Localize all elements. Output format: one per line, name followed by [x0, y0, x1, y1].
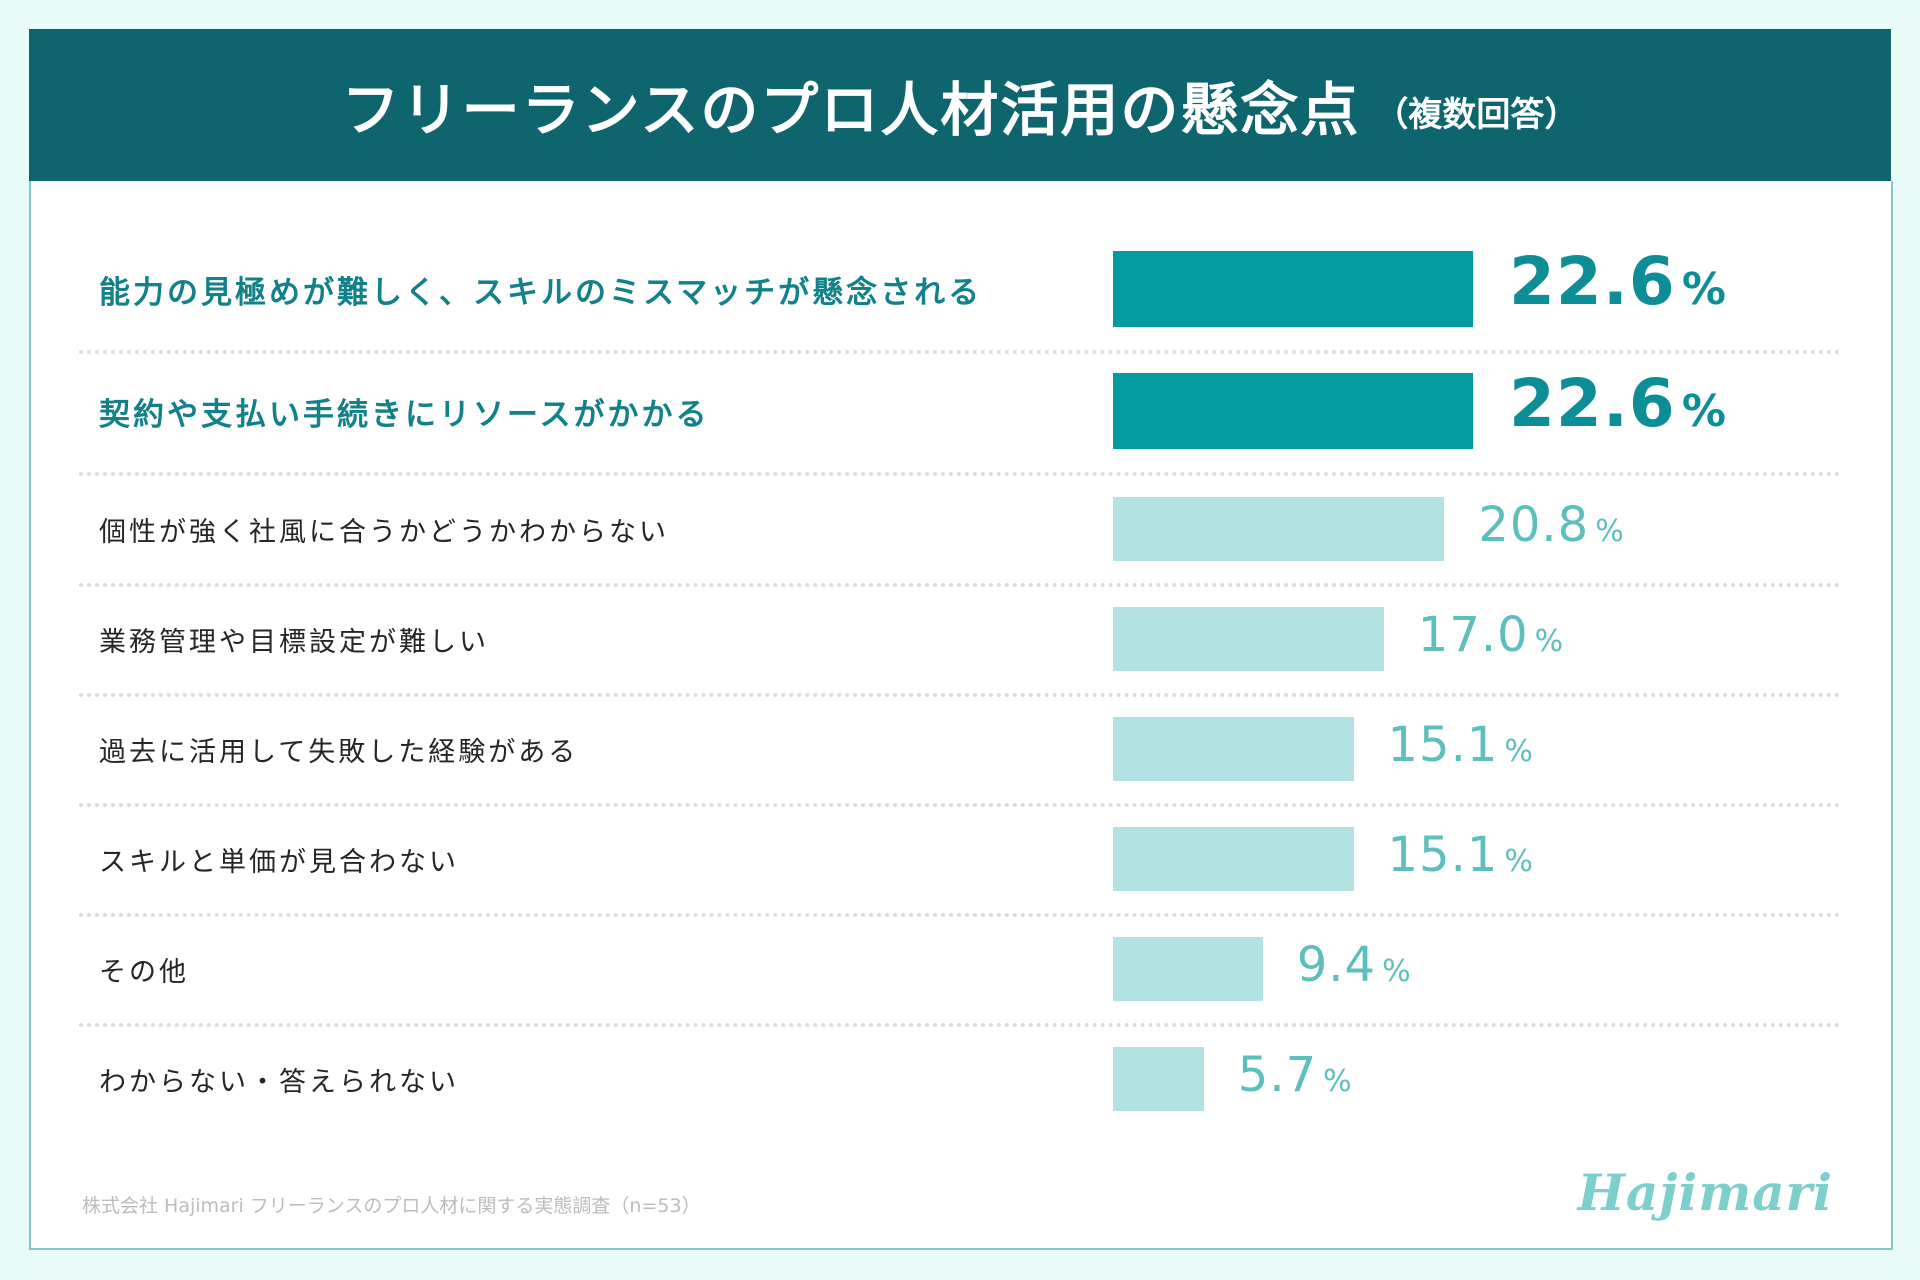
chart-subtitle: （複数回答） — [1374, 94, 1579, 135]
value-unit: % — [1504, 734, 1534, 769]
bar — [1113, 1047, 1204, 1111]
value-number: 20.8 — [1478, 497, 1590, 553]
category-label: 個性が強く社風に合うかどうかわからない — [99, 517, 669, 548]
bar — [1113, 607, 1384, 671]
bar — [1113, 373, 1473, 449]
value-label: 22.6% — [1509, 365, 1727, 442]
category-label: 能力の見極めが難しく、スキルのミスマッチが懸念される — [99, 275, 983, 311]
value-label: 22.6% — [1509, 243, 1727, 320]
value-unit: % — [1595, 514, 1625, 549]
value-unit: % — [1504, 844, 1534, 879]
row-divider — [79, 583, 1841, 587]
row-divider — [79, 693, 1841, 697]
value-label: 20.8% — [1478, 497, 1624, 553]
source-note: 株式会社 Hajimari フリーランスのプロ人材に関する実態調査（n=53） — [82, 1195, 701, 1217]
bar — [1113, 497, 1445, 561]
value-number: 5.7 — [1237, 1047, 1318, 1103]
category-label: その他 — [99, 957, 189, 988]
bar — [1113, 717, 1354, 781]
value-number: 17.0 — [1417, 607, 1529, 663]
value-label: 15.1% — [1388, 717, 1534, 773]
chart-panel: 株式会社 Hajimari フリーランスのプロ人材に関する実態調査（n=53） … — [29, 181, 1893, 1250]
value-label: 17.0% — [1418, 607, 1564, 663]
row-divider — [79, 1023, 1841, 1027]
category-label: 業務管理や目標設定が難しい — [99, 627, 489, 658]
value-label: 9.4% — [1297, 937, 1412, 993]
bar — [1113, 937, 1263, 1001]
row-divider — [79, 472, 1841, 476]
value-unit: % — [1323, 1064, 1353, 1099]
value-label: 15.1% — [1388, 827, 1534, 883]
row-divider — [79, 350, 1841, 354]
title-banner: フリーランスのプロ人材活用の懸念点 （複数回答） — [29, 29, 1891, 181]
chart-title: フリーランスのプロ人材活用の懸念点 — [341, 76, 1361, 144]
value-unit: % — [1681, 264, 1727, 315]
category-label: わからない・答えられない — [99, 1067, 459, 1098]
value-number: 15.1 — [1387, 717, 1499, 773]
row-divider — [79, 913, 1841, 917]
bar — [1113, 251, 1473, 327]
category-label: スキルと単価が見合わない — [99, 847, 459, 878]
value-number: 9.4 — [1296, 937, 1377, 993]
category-label: 契約や支払い手続きにリソースがかかる — [99, 397, 710, 433]
value-number: 15.1 — [1387, 827, 1499, 883]
row-divider — [79, 803, 1841, 807]
bar — [1113, 827, 1354, 891]
hajimari-logo: Hajimari — [1577, 1163, 1833, 1222]
value-number: 22.6 — [1509, 365, 1676, 442]
value-number: 22.6 — [1509, 243, 1676, 320]
value-unit: % — [1534, 624, 1565, 659]
category-label: 過去に活用して失敗した経験がある — [99, 737, 579, 768]
value-unit: % — [1681, 386, 1727, 437]
value-label: 5.7% — [1238, 1047, 1353, 1103]
value-unit: % — [1382, 954, 1412, 989]
